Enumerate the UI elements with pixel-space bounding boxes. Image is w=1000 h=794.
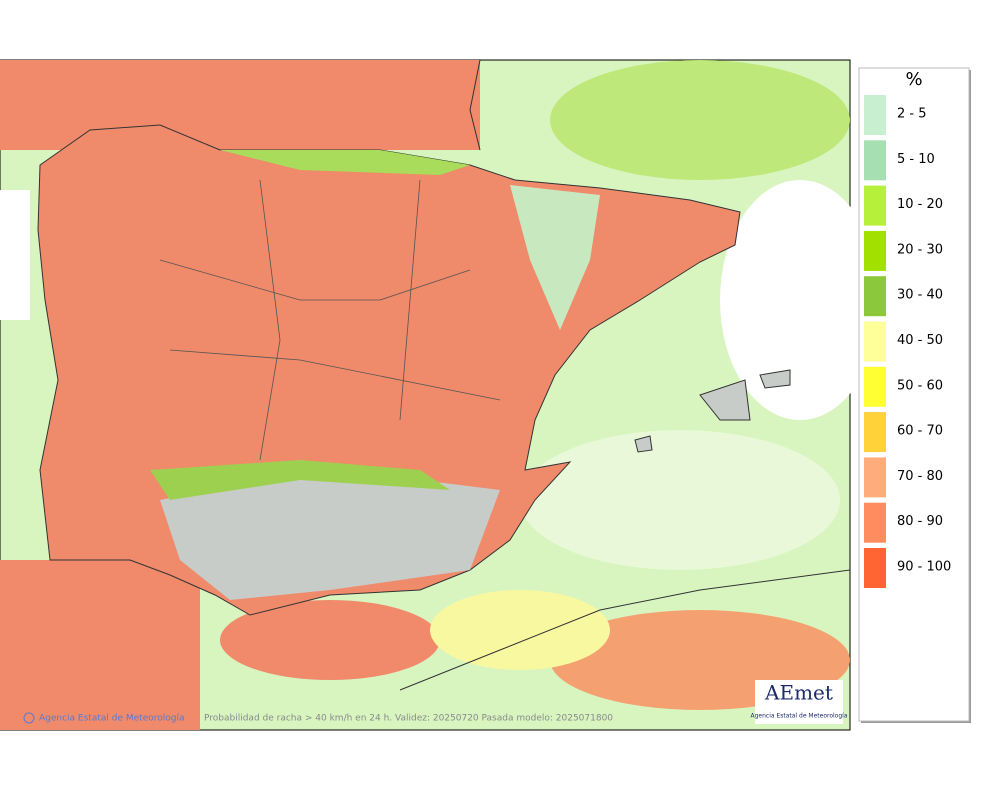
sea-field bbox=[0, 60, 480, 150]
land-field bbox=[160, 470, 500, 600]
legend-label: 30 - 40 bbox=[897, 288, 943, 303]
coastline bbox=[469, 59, 481, 151]
legend-unit: % bbox=[905, 69, 922, 90]
legend-label: 20 - 30 bbox=[897, 242, 943, 257]
legend-swatch bbox=[864, 412, 886, 453]
legend-swatch bbox=[864, 230, 886, 271]
legend-swatch bbox=[864, 366, 886, 407]
sea-field bbox=[720, 180, 880, 420]
map-caption: Probabilidad de racha > 40 km/h en 24 h.… bbox=[204, 714, 613, 724]
legend-label: 80 - 90 bbox=[897, 514, 943, 529]
legend-label: 70 - 80 bbox=[897, 469, 943, 484]
sea-field bbox=[220, 600, 440, 680]
land-field bbox=[150, 460, 450, 500]
copyright-icon bbox=[23, 712, 35, 724]
legend-swatch bbox=[864, 276, 886, 317]
sea-field bbox=[430, 590, 610, 670]
legend-label: 60 - 70 bbox=[897, 424, 943, 439]
sea-field bbox=[520, 430, 840, 570]
logo-subtitle: Agencia Estatal de Meteorología bbox=[751, 713, 848, 720]
logo-box bbox=[755, 680, 843, 724]
sea-field bbox=[550, 60, 850, 180]
legend-label: 5 - 10 bbox=[897, 152, 935, 167]
legend-swatch bbox=[864, 548, 886, 588]
legend-swatch bbox=[864, 140, 886, 181]
legend-entries: 2 - 5 5 - 10 10 - 20 20 - 30 30 - 40 40 - 50 5… bbox=[864, 95, 951, 588]
land-field bbox=[220, 150, 470, 175]
island bbox=[634, 435, 653, 453]
coastline bbox=[399, 569, 851, 691]
legend-swatch bbox=[864, 457, 886, 498]
logo-name: AEmet bbox=[764, 681, 833, 705]
map: AEmet Agencia Estatal de Meteorología Ag… bbox=[0, 59, 880, 731]
legend-swatch bbox=[864, 185, 886, 226]
sea-field bbox=[0, 560, 200, 730]
legend-label: 10 - 20 bbox=[897, 197, 943, 212]
legend-swatch bbox=[864, 321, 886, 362]
land-field bbox=[510, 185, 600, 330]
legend-label: 2 - 5 bbox=[897, 107, 927, 122]
region-border bbox=[159, 179, 501, 461]
sea-field bbox=[0, 190, 30, 320]
legend-swatch bbox=[864, 502, 886, 543]
legend-label: 40 - 50 bbox=[897, 333, 943, 348]
legend-swatch bbox=[864, 95, 886, 135]
copyright-text: Agencia Estatal de Meteorología bbox=[39, 714, 185, 724]
island bbox=[759, 369, 791, 389]
island bbox=[699, 379, 751, 421]
legend-label: 90 - 100 bbox=[897, 560, 951, 575]
legend-label: 50 - 60 bbox=[897, 378, 943, 393]
